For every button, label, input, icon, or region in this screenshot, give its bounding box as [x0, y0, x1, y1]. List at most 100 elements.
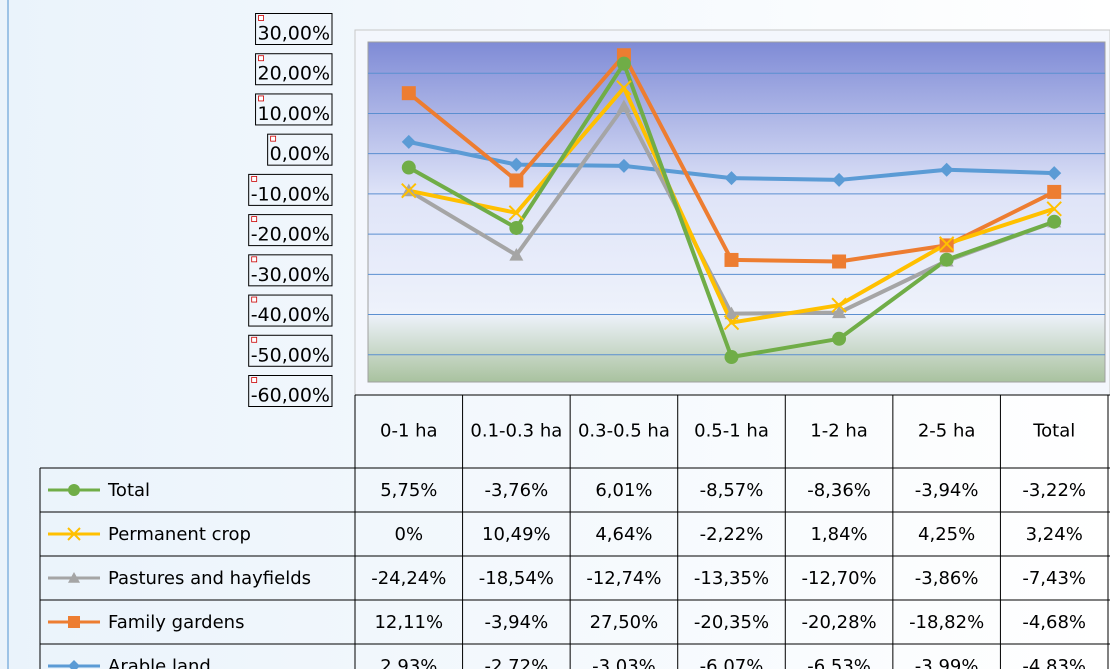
table-value: -24,24%	[371, 568, 446, 589]
table-value: -2,22%	[700, 524, 764, 545]
marker	[1047, 184, 1062, 199]
broken-image-icon	[251, 175, 258, 182]
tick-label-frame	[248, 375, 333, 407]
tick-label-frame	[248, 214, 333, 247]
marker	[724, 171, 739, 186]
category-label: Total	[1032, 421, 1075, 442]
broken-image-icon	[270, 135, 277, 142]
table-value: 1,84%	[810, 524, 867, 545]
marker	[831, 297, 847, 313]
y-tick-label: 10,00%	[258, 103, 330, 125]
y-tick-label: 30,00%	[258, 23, 330, 45]
table-value: 27,50%	[590, 612, 659, 633]
marker	[832, 172, 847, 187]
category-label: 1-2 ha	[810, 421, 868, 442]
table-value: -6,07%	[700, 656, 764, 669]
marker	[832, 331, 847, 346]
legend-label: Total	[107, 480, 150, 501]
marker	[832, 305, 847, 319]
table-value: -3,22%	[1022, 480, 1086, 501]
tick-label-frame	[248, 254, 333, 287]
tick-label-frame	[255, 53, 333, 86]
marker	[723, 314, 740, 331]
y-tick-label: -40,00%	[251, 304, 330, 326]
plot-area	[367, 41, 1106, 383]
table-value: 2,93%	[380, 656, 437, 669]
marker	[509, 220, 524, 235]
table-value: 10,49%	[482, 524, 551, 545]
y-tick-label: -60,00%	[251, 385, 330, 407]
table-value: -3,76%	[485, 480, 549, 501]
table-value: -20,35%	[694, 612, 769, 633]
category-label: 2-5 ha	[918, 421, 976, 442]
broken-image-icon	[258, 15, 264, 21]
table-value: -7,43%	[1022, 568, 1086, 589]
broken-image-icon	[251, 296, 258, 303]
y-tick-label: 20,00%	[258, 63, 330, 85]
marker	[939, 238, 954, 253]
table-value: 4,64%	[595, 524, 652, 545]
broken-image-icon	[258, 55, 264, 62]
broken-image-icon	[258, 95, 264, 102]
marker	[509, 248, 524, 261]
tick-label-frame	[248, 334, 333, 367]
table-value: -18,82%	[909, 612, 984, 633]
category-label: 0.3-0.5 ha	[578, 421, 670, 442]
marker	[401, 160, 416, 175]
marker	[401, 86, 416, 101]
table-value: -3,99%	[915, 656, 979, 669]
legend-label: Arable land	[108, 656, 211, 669]
table-value: -4,68%	[1022, 612, 1086, 633]
table-value: -8,36%	[807, 480, 871, 501]
table-value: 0%	[395, 524, 424, 545]
table-value: -3,86%	[915, 568, 979, 589]
legend-marker	[68, 484, 80, 496]
table-value: -8,57%	[700, 480, 764, 501]
marker	[508, 205, 525, 221]
marker	[616, 158, 631, 173]
marker	[832, 254, 847, 269]
marker	[616, 80, 632, 96]
marker	[1046, 201, 1062, 217]
data-table: 0-1 ha 0.1-0.3 ha 0.3-0.5 ha 0.5-1 ha 1-2 ha…	[39, 394, 1110, 669]
marker	[509, 173, 524, 188]
category-label: 0.1-0.3 ha	[470, 421, 562, 442]
table-value: -4,83%	[1022, 656, 1086, 669]
tick-label-frame	[255, 13, 333, 45]
broken-image-icon	[251, 377, 258, 383]
legend-marker	[67, 527, 81, 541]
tick-label-frame	[255, 93, 333, 126]
table-value: -3,94%	[915, 480, 979, 501]
marker	[509, 157, 524, 172]
y-axis: -60,00% -50,00% -40,00% -30,00% -20,00% -10,0…	[248, 13, 333, 407]
legend-label: Permanent crop	[108, 524, 251, 545]
marker	[724, 252, 739, 267]
legend-marker	[68, 660, 80, 669]
marker	[938, 236, 955, 252]
legend-marker	[68, 616, 80, 628]
legend-marker	[68, 572, 80, 583]
y-tick-label: -10,00%	[251, 183, 330, 205]
legend-label: Pastures and hayfields	[108, 568, 311, 589]
table-value: -13,35%	[694, 568, 769, 589]
marker	[724, 350, 739, 365]
marker	[1047, 166, 1062, 181]
y-tick-label: 0,00%	[270, 143, 330, 165]
y-tick-label: -20,00%	[251, 224, 330, 246]
legend-label: Family gardens	[108, 612, 244, 633]
table-value: -3,03%	[592, 656, 656, 669]
table-value: -12,70%	[802, 568, 877, 589]
lines	[401, 48, 1062, 365]
table-value: -20,28%	[802, 612, 877, 633]
category-label: 0-1 ha	[380, 421, 438, 442]
marker	[401, 134, 416, 149]
table-value: -18,54%	[479, 568, 554, 589]
tick-label-frame	[248, 294, 333, 327]
marker	[401, 182, 417, 199]
marker	[616, 99, 631, 113]
y-tick-label: -50,00%	[251, 344, 330, 366]
table-value: 6,01%	[595, 480, 652, 501]
marker	[616, 56, 631, 71]
table-value: -3,94%	[485, 612, 549, 633]
